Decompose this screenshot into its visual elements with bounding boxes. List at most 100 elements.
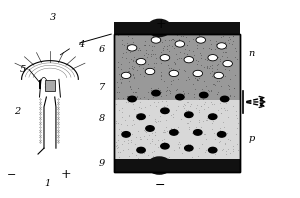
Point	[161, 80, 166, 83]
Circle shape	[208, 147, 217, 153]
Point	[172, 127, 176, 130]
Point	[186, 126, 191, 129]
Point	[192, 95, 197, 98]
Point	[113, 121, 118, 124]
Point	[223, 108, 228, 111]
Point	[191, 113, 196, 116]
Point	[148, 89, 153, 92]
Point	[182, 48, 187, 51]
Point	[205, 66, 209, 69]
Point	[143, 130, 148, 133]
Point	[213, 149, 218, 152]
Point	[183, 103, 188, 107]
Point	[223, 101, 228, 104]
Point	[181, 105, 186, 108]
Point	[167, 70, 171, 73]
Point	[123, 57, 128, 60]
Point	[223, 41, 227, 44]
Point	[170, 130, 175, 134]
Point	[208, 64, 213, 68]
Point	[131, 72, 136, 75]
Point	[151, 53, 155, 56]
Text: +: +	[61, 168, 72, 181]
Circle shape	[175, 41, 184, 47]
Point	[139, 137, 143, 140]
Point	[197, 118, 202, 122]
Point	[186, 147, 191, 150]
Point	[162, 140, 167, 143]
Point	[149, 53, 154, 56]
Point	[170, 37, 175, 40]
Point	[160, 40, 165, 43]
Point	[167, 89, 172, 92]
Point	[197, 91, 202, 95]
Point	[221, 134, 226, 137]
Point	[124, 41, 129, 44]
Point	[154, 35, 158, 38]
Point	[138, 48, 143, 51]
Point	[223, 142, 228, 145]
Point	[208, 48, 213, 51]
Point	[205, 65, 209, 69]
Point	[136, 118, 141, 121]
Point	[126, 70, 131, 73]
Point	[119, 130, 124, 133]
Point	[120, 97, 125, 100]
Point	[194, 44, 199, 47]
Point	[130, 40, 135, 43]
Point	[192, 53, 197, 56]
Point	[214, 92, 219, 95]
Text: −: −	[155, 179, 166, 192]
Point	[225, 148, 230, 151]
Point	[164, 85, 169, 89]
Point	[189, 103, 194, 106]
Point	[218, 134, 223, 137]
Text: +: +	[155, 18, 166, 31]
Point	[152, 65, 157, 69]
Point	[200, 119, 205, 122]
Point	[181, 92, 186, 96]
Point	[234, 133, 239, 136]
Point	[131, 108, 136, 111]
Point	[190, 82, 195, 85]
Point	[163, 90, 168, 93]
Point	[134, 112, 138, 115]
Point	[132, 76, 137, 79]
Point	[171, 38, 176, 41]
Point	[126, 94, 131, 97]
Point	[163, 125, 168, 128]
Point	[209, 69, 214, 72]
Point	[168, 82, 173, 86]
Point	[227, 95, 232, 98]
Point	[116, 34, 121, 37]
Point	[218, 102, 223, 105]
Point	[223, 67, 228, 70]
Point	[222, 125, 227, 128]
Point	[174, 52, 178, 55]
Point	[142, 40, 147, 43]
Point	[186, 39, 191, 43]
Point	[159, 147, 164, 150]
Point	[167, 129, 172, 132]
Point	[118, 122, 123, 125]
Point	[124, 48, 129, 51]
Point	[175, 88, 179, 91]
Point	[117, 108, 122, 111]
Point	[194, 103, 199, 106]
Point	[128, 85, 132, 89]
Point	[210, 74, 214, 77]
Point	[119, 62, 124, 66]
Point	[136, 64, 141, 67]
Point	[204, 84, 208, 87]
Point	[197, 52, 202, 55]
Point	[183, 69, 188, 73]
Text: p: p	[248, 134, 255, 143]
Point	[233, 56, 238, 59]
Point	[211, 120, 215, 123]
Point	[156, 87, 161, 90]
Point	[184, 52, 189, 55]
Point	[199, 126, 204, 129]
Point	[135, 87, 140, 90]
Point	[151, 45, 156, 48]
Point	[188, 119, 193, 123]
